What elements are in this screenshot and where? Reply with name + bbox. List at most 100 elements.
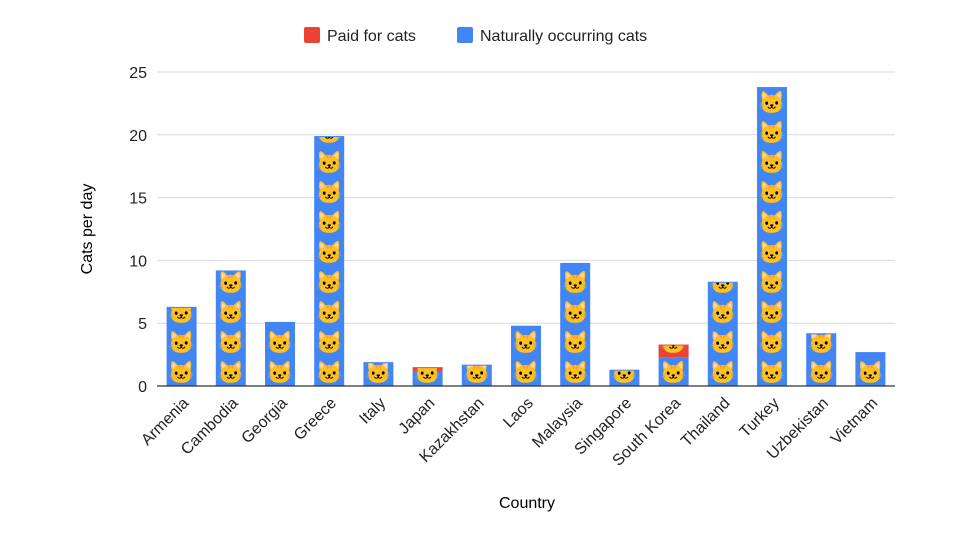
- legend: Paid for cats Naturally occurring cats: [304, 27, 647, 45]
- bar-naturally-occurring-cats: [166, 306, 197, 386]
- cat-icon-fill: 🐱 🐱 🐱: [512, 300, 539, 385]
- bar-group: 🐱 🐱 🐱 🐱 🐱 🐱: [560, 240, 591, 386]
- cat-face-icon: 🐱: [315, 270, 342, 295]
- cat-face-icon: 🐱: [414, 330, 441, 355]
- cat-face-icon: 🐱: [660, 300, 687, 325]
- cat-face-icon: 🐱: [512, 300, 539, 325]
- cat-face-icon: 🐱: [315, 90, 342, 115]
- bar-group: 🐱 🐱 🐱 🐱: [166, 300, 197, 386]
- bar-naturally-occurring-cats: [560, 262, 591, 386]
- y-tick-label: 0: [138, 379, 147, 396]
- cat-face-icon: 🐱: [315, 210, 342, 235]
- y-axis-title: Cats per day: [79, 184, 96, 275]
- bar-group: 🐱 🐱 🐱 🐱 🐱: [707, 240, 738, 386]
- cat-face-icon: 🐱: [315, 240, 342, 265]
- cat-icon-fill: 🐱 🐱 🐱 🐱 🐱 🐱 🐱 🐱 🐱 🐱: [315, 90, 342, 385]
- cat-face-icon: 🐱: [463, 360, 490, 385]
- bar-naturally-occurring-cats: [806, 333, 837, 386]
- y-tick-label: 20: [129, 128, 147, 145]
- bar-naturally-occurring-cats: [461, 364, 492, 386]
- cat-face-icon: 🐱: [561, 240, 588, 265]
- cat-face-icon: 🐱: [758, 180, 785, 205]
- cat-face-icon: 🐱: [709, 270, 736, 295]
- y-tick-label: 10: [129, 253, 147, 270]
- cat-face-icon: 🐱: [709, 360, 736, 385]
- bar-group: 🐱🐱: [412, 330, 443, 386]
- cat-face-icon: 🐱: [611, 360, 638, 385]
- cat-face-icon: 🐱: [266, 270, 293, 295]
- legend-label: Paid for cats: [327, 28, 416, 45]
- cat-icon-fill: 🐱 🐱 🐱: [857, 300, 884, 385]
- bar-paid-for-cats: [412, 367, 443, 371]
- cat-face-icon: 🐱: [857, 330, 884, 355]
- bar-naturally-occurring-cats: [757, 87, 787, 387]
- bar-group: 🐱 🐱 🐱 🐱 🐱: [215, 240, 246, 386]
- x-tick-label: Thailand: [678, 395, 733, 450]
- cat-face-icon: 🐱: [807, 330, 834, 355]
- cat-icon-fill: 🐱🐱: [365, 360, 392, 385]
- x-tick-label: Georgia: [239, 395, 291, 447]
- bar-naturally-occurring-cats: [855, 352, 886, 386]
- cat-face-icon: 🐱: [217, 270, 244, 295]
- x-tick-label: Laos: [500, 395, 537, 432]
- bar-group: 🐱 🐱 🐱: [658, 300, 689, 386]
- cat-icon-fill: 🐱 🐱 🐱: [660, 300, 687, 385]
- cat-face-icon: 🐱: [561, 270, 588, 295]
- cat-face-icon: 🐱: [561, 330, 588, 355]
- cat-face-icon: 🐱: [217, 360, 244, 385]
- bar-group: 🐱 🐱 🐱 🐱: [265, 270, 295, 386]
- cat-face-icon: 🐱: [315, 150, 342, 175]
- cat-face-icon: 🐱: [365, 360, 392, 385]
- bar-group: 🐱 🐱 🐱 🐱 🐱 🐱 🐱 🐱 🐱 🐱: [314, 90, 345, 386]
- cat-face-icon: 🐱: [512, 360, 539, 385]
- cat-icon-fill: 🐱 🐱 🐱 🐱: [266, 270, 293, 385]
- x-tick-label: Vietnam: [828, 395, 881, 448]
- cat-face-icon: 🐱: [315, 300, 342, 325]
- bar-paid-for-cats: [658, 344, 689, 358]
- cat-face-icon: 🐱: [168, 330, 195, 355]
- cat-face-icon: 🐱: [758, 120, 785, 145]
- cat-face-icon: 🐱: [709, 240, 736, 265]
- y-tick-label: 5: [138, 316, 147, 333]
- bar-naturally-occurring-cats: [314, 136, 345, 386]
- cat-face-icon: 🐱: [266, 300, 293, 325]
- legend-swatch: [304, 27, 320, 43]
- cat-face-icon: 🐱: [758, 300, 785, 325]
- legend-item: Naturally occurring cats: [457, 27, 647, 45]
- bar-naturally-occurring-cats: [511, 325, 541, 386]
- cat-face-icon: 🐱: [660, 360, 687, 385]
- bars: 🐱🐱🐱🐱🐱🐱🐱🐱🐱🐱🐱🐱🐱🐱🐱🐱🐱🐱🐱🐱🐱🐱🐱🐱🐱🐱🐱🐱🐱🐱🐱🐱🐱🐱🐱🐱🐱🐱🐱🐱…: [166, 87, 886, 387]
- x-tick-label: Greece: [291, 395, 340, 444]
- cat-face-icon: 🐱: [561, 360, 588, 385]
- cat-icon-fill: 🐱 🐱 🐱 🐱 🐱: [709, 240, 736, 385]
- cat-face-icon: 🐱: [857, 300, 884, 325]
- cat-face-icon: 🐱: [758, 330, 785, 355]
- cat-face-icon: 🐱: [709, 300, 736, 325]
- bar-group: 🐱 🐱 🐱: [806, 330, 837, 386]
- cat-face-icon: 🐱: [758, 240, 785, 265]
- bar-group: 🐱🐱: [363, 360, 394, 386]
- cat-face-icon: 🐱: [217, 300, 244, 325]
- cat-face-icon: 🐱: [512, 330, 539, 355]
- bar-group: 🐱🐱🐱🐱🐱🐱🐱🐱🐱🐱🐱: [757, 87, 787, 387]
- cat-face-icon: 🐱: [217, 240, 244, 265]
- cat-icon-fill: 🐱🐱: [463, 360, 490, 385]
- cat-icon-fill: 🐱🐱🐱🐱🐱🐱🐱🐱🐱🐱🐱: [758, 90, 785, 385]
- cat-face-icon: 🐱: [660, 330, 687, 355]
- cat-face-icon: 🐱: [758, 360, 785, 385]
- y-tick-label: 25: [129, 65, 147, 82]
- cat-face-icon: 🐱: [758, 90, 785, 115]
- cat-icon-fill: 🐱 🐱 🐱: [807, 330, 834, 385]
- cat-face-icon: 🐱: [611, 330, 638, 355]
- cat-icon-fill: 🐱🐱: [611, 330, 638, 385]
- cat-face-icon: 🐱: [266, 330, 293, 355]
- cat-icon-fill: 🐱🐱: [414, 330, 441, 385]
- cat-face-icon: 🐱: [168, 300, 195, 325]
- cat-face-icon: 🐱: [414, 360, 441, 385]
- cat-face-icon: 🐱: [561, 300, 588, 325]
- cat-face-icon: 🐱: [709, 330, 736, 355]
- cat-icon-fill: 🐱 🐱 🐱 🐱 🐱 🐱: [561, 240, 588, 385]
